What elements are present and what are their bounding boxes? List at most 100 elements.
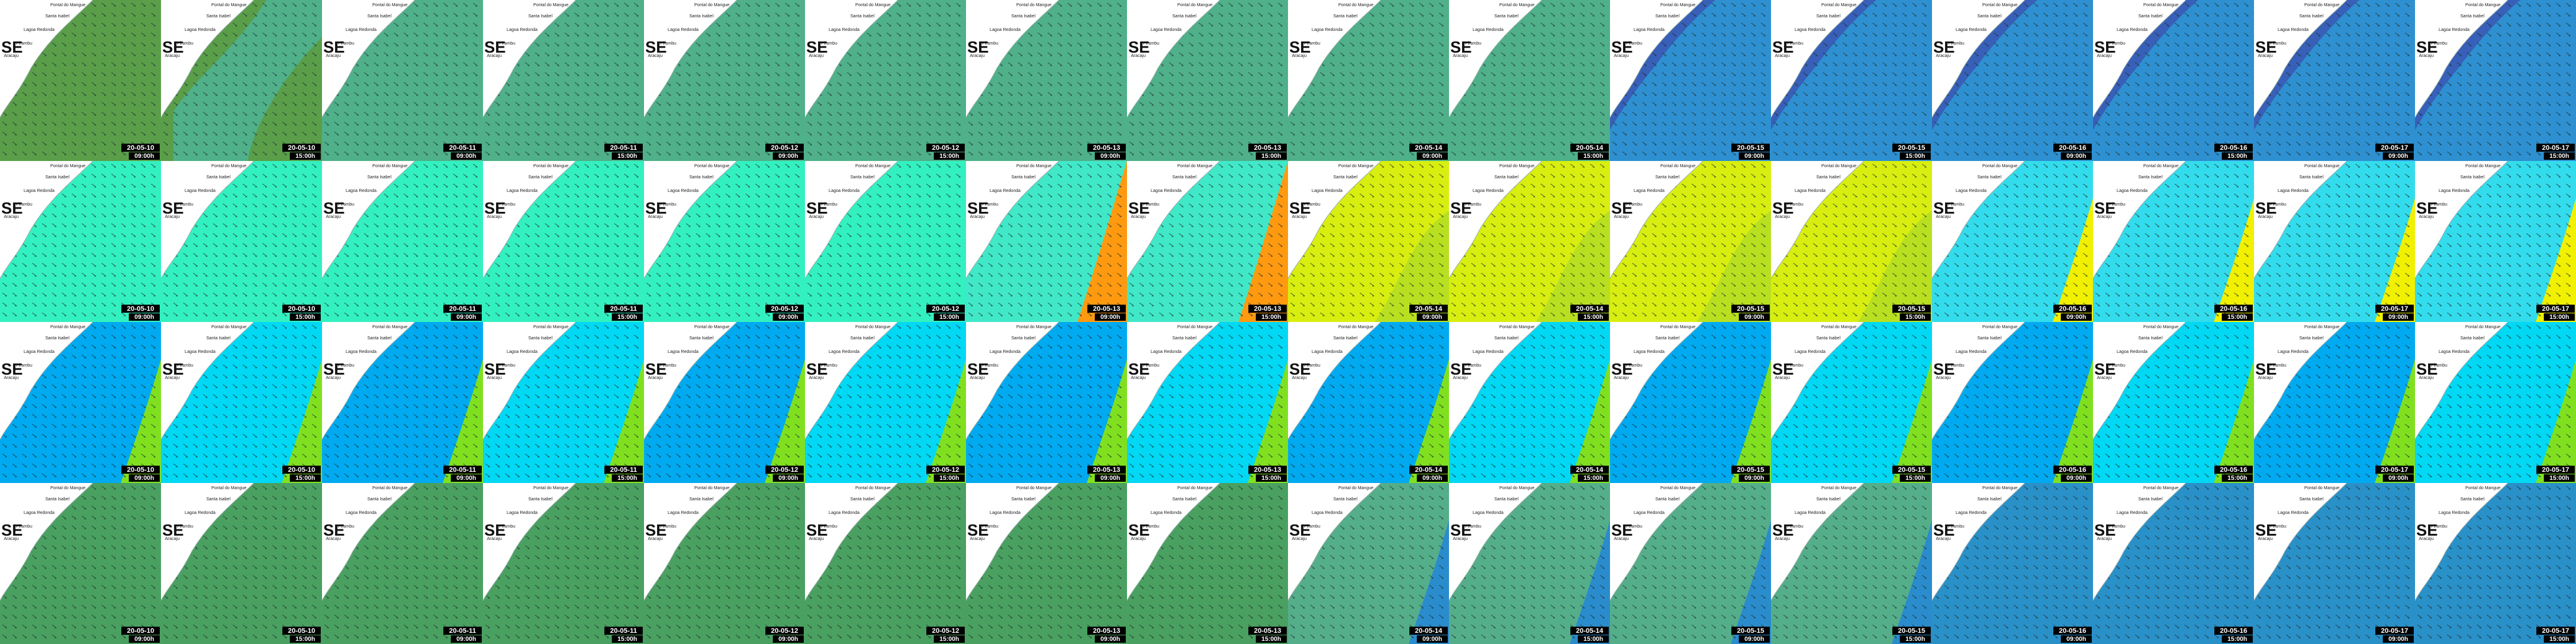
place-label: Santa Isabel [1494,14,1518,19]
map-tile: SE Pontal do Mangue Santa Isabel Lagoa Redo… [321,321,483,483]
place-label: Aracaju [1936,215,1951,219]
date-box [1892,144,1931,152]
place-label: Pontal do Mangue [1821,3,1856,7]
region-label: SE [1611,199,1633,217]
place-label: Lagoa Redonda [1151,350,1181,354]
place-label: Pirambu [499,524,515,529]
date-label: 20-05-13 [1093,627,1120,635]
place-label: Pontal do Mangue [1499,3,1534,7]
date-label: 20-05-14 [1415,305,1443,313]
coastline [2414,321,2509,440]
date-label: 20-05-16 [2059,466,2086,474]
land [322,0,415,118]
land [2254,322,2347,440]
place-label: Pontal do Mangue [1177,164,1212,168]
place-label: Santa Isabel [1494,336,1518,341]
land [2093,322,2186,440]
place-label: Santa Isabel [206,175,230,180]
land [1449,483,1542,601]
date-box [1087,627,1126,635]
place-label: Aracaju [165,537,180,541]
map-tile: SE Pontal do Mangue Santa Isabel Lagoa Redo… [1126,482,1288,644]
place-label: Aracaju [2097,215,2112,219]
date-box [604,627,643,635]
place-label: Pirambu [982,202,998,207]
time-label: 09:00h [1422,475,1442,482]
place-label: Santa Isabel [45,336,69,341]
coastline [804,321,899,440]
map-tile: SE Pontal do Mangue Santa Isabel Lagoa Redo… [643,160,805,322]
region-label: SE [1128,360,1150,378]
place-label: Pirambu [2270,363,2286,368]
place-label: Santa Isabel [1494,497,1518,502]
map-tile: SE Pontal do Mangue Santa Isabel Lagoa Redo… [321,160,483,322]
place-label: Aracaju [648,537,663,541]
map-tile: SE Pontal do Mangue Santa Isabel Lagoa Redo… [1287,160,1449,322]
region-label: SE [1450,360,1472,378]
date-label: 20-05-16 [2059,144,2086,152]
date-box [443,144,482,152]
coastline [2253,160,2348,279]
place-label: Lagoa Redonda [990,350,1020,354]
place-label: Lagoa Redonda [1795,189,1825,193]
date-label: 20-05-17 [2381,305,2408,313]
date-box [926,305,965,313]
time-box [129,152,160,160]
time-label: 09:00h [456,475,476,482]
place-label: Pirambu [1787,363,1803,368]
place-label: Santa Isabel [1333,175,1357,180]
place-label: Lagoa Redonda [668,350,698,354]
time-box [451,635,482,643]
map-tile: SE Pontal do Mangue Santa Isabel Lagoa Redo… [160,0,322,161]
place-label: Pirambu [1787,202,1803,207]
region-label: SE [1128,521,1150,539]
map-tile: SE Pontal do Mangue Santa Isabel Lagoa Redo… [1448,0,1610,161]
region-label: SE [2094,360,2116,378]
date-label: 20-05-17 [2381,627,2408,635]
place-label: Pirambu [177,202,193,207]
time-box [451,474,482,482]
time-box [1900,152,1931,160]
date-label: 20-05-10 [127,466,154,474]
place-label: Pontal do Mangue [533,486,568,490]
land [644,0,737,118]
date-box [2214,627,2253,635]
place-label: Lagoa Redonda [1312,28,1342,32]
time-box [773,635,804,643]
date-box [1570,627,1609,635]
time-label: 09:00h [1100,314,1120,321]
land [1610,483,1703,601]
land [161,322,254,440]
place-label: Pontal do Mangue [50,3,85,7]
place-label: Lagoa Redonda [24,28,54,32]
time-label: 15:00h [2227,153,2247,160]
place-label: Aracaju [1936,537,1951,541]
place-label: Pirambu [1465,41,1481,46]
place-label: Santa Isabel [1977,336,2001,341]
date-box [1731,627,1770,635]
date-label: 20-05-16 [2059,627,2086,635]
place-label: Santa Isabel [2299,497,2323,502]
coastline [1931,0,2026,118]
land [322,161,415,279]
place-label: Santa Isabel [1172,497,1196,502]
map-tile: SE Pontal do Mangue Santa Isabel Lagoa Redo… [965,321,1127,483]
coastline [1448,160,1543,279]
date-box [1087,305,1126,313]
time-box [773,474,804,482]
region-label: SE [645,38,667,56]
date-box [604,144,643,152]
coastline [160,0,255,118]
place-label: Lagoa Redonda [2439,511,2469,515]
coastline [482,160,577,279]
time-box [1256,635,1287,643]
land [644,161,737,279]
place-label: Santa Isabel [45,175,69,180]
time-label: 15:00h [1583,314,1603,321]
date-label: 20-05-13 [1254,466,1281,474]
time-box [1739,152,1770,160]
date-box [1409,305,1448,313]
place-label: Pirambu [1304,41,1320,46]
place-label: Lagoa Redonda [829,350,859,354]
place-label: Santa Isabel [1494,175,1518,180]
